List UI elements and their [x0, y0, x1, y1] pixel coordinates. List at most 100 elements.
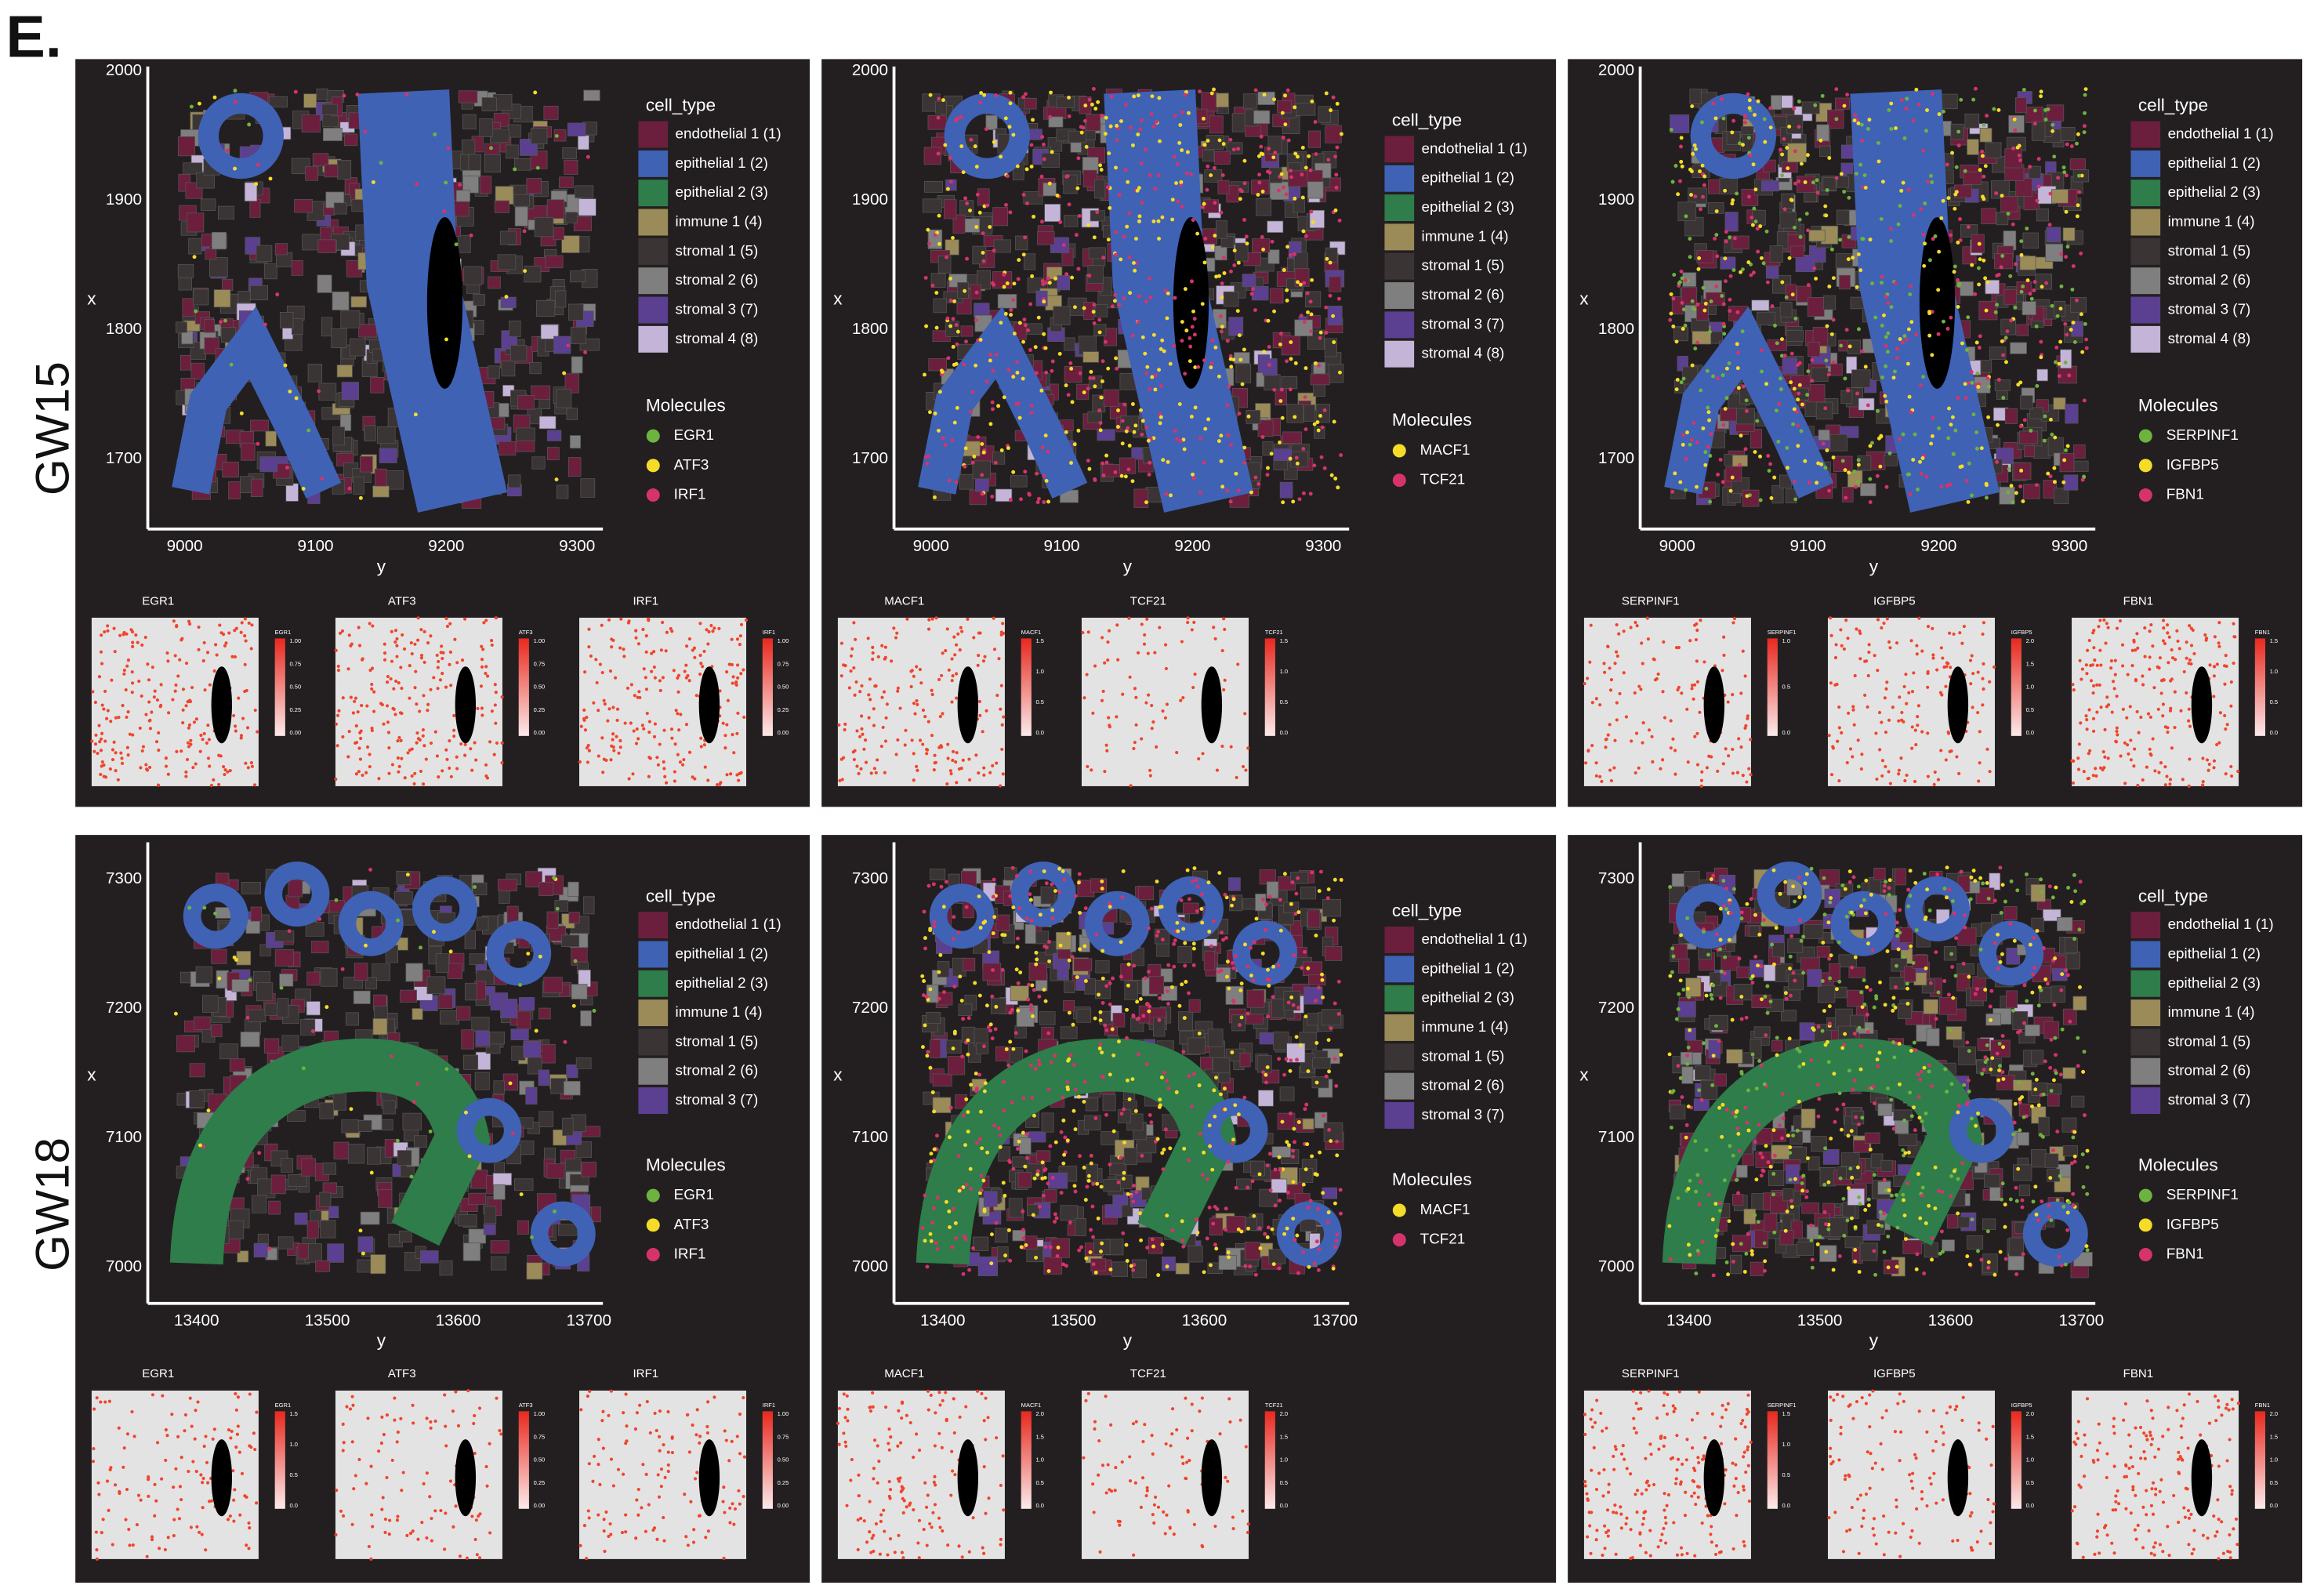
molecule-dot	[1161, 458, 1166, 462]
molecule-dot	[1728, 235, 1732, 240]
molecule-dot	[1681, 376, 1686, 381]
minimap-dot	[2072, 688, 2076, 692]
minimap-dot	[976, 663, 980, 667]
molecule-dot	[1692, 143, 1697, 147]
minimap-tissue	[1583, 618, 1751, 786]
minimap-dot	[966, 617, 970, 622]
minimap-dot	[1981, 632, 1985, 637]
minimap-dot	[1662, 640, 1666, 644]
molecule-dot	[275, 292, 280, 297]
molecule-dot	[1174, 181, 1179, 185]
molecule-dot	[1941, 198, 1945, 203]
minimap-dot	[955, 696, 959, 700]
minimap-dot	[706, 642, 710, 646]
molecule-dot	[1797, 391, 1801, 396]
molecule-dot	[1116, 408, 1120, 412]
molecule-dot	[984, 379, 989, 384]
legend-label: stromal 4 (8)	[676, 330, 759, 346]
molecule-dot	[1895, 346, 1899, 351]
molecule-dot	[1680, 276, 1684, 281]
molecule-dot	[1900, 340, 1905, 345]
minimap-dot	[387, 771, 391, 775]
minimap-dot	[706, 778, 710, 782]
minimap-dot	[357, 770, 361, 774]
minimap-dot	[99, 650, 103, 654]
colorbar	[762, 638, 773, 736]
minimap-dot	[2082, 770, 2086, 774]
molecule-dot	[1313, 120, 1318, 124]
molecule-dot	[940, 369, 945, 374]
minimap-dot	[652, 665, 656, 669]
cell	[575, 185, 594, 198]
minimap-dot	[245, 726, 250, 730]
molecule-dot	[1117, 303, 1122, 307]
molecule-dot	[1187, 111, 1191, 115]
molecule-dot	[1909, 410, 1913, 415]
minimap-dot	[128, 732, 132, 736]
legend-label: endothelial 1 (1)	[1422, 140, 1528, 156]
cell	[176, 321, 187, 333]
minimap-dot	[2188, 624, 2192, 628]
molecule-dot	[1786, 466, 1789, 470]
molecule-dot	[1966, 499, 1971, 504]
minimap-dot	[982, 766, 986, 770]
molecule-dot	[198, 101, 201, 106]
molecule-dot	[2065, 444, 2070, 448]
molecule-dot	[1191, 472, 1195, 477]
molecule-dot	[415, 182, 419, 187]
cell	[1835, 97, 1851, 110]
molecule-dot	[1016, 277, 1021, 281]
molecule-dot	[1151, 332, 1156, 337]
minimap-dot	[399, 738, 403, 742]
molecule-dot	[1880, 323, 1884, 328]
minimap-dot	[890, 659, 894, 663]
molecule-dot	[999, 321, 1003, 325]
minimap-dot	[586, 760, 589, 764]
minimap-dot	[860, 714, 864, 718]
molecule-dot	[1301, 229, 1306, 234]
cell	[508, 474, 521, 488]
molecule-dot	[1289, 340, 1293, 344]
minimap-dot	[981, 730, 984, 734]
molecule-dot	[1870, 441, 1874, 445]
minimap-dot	[372, 690, 376, 694]
molecule-dot	[1183, 92, 1188, 97]
minimap-dot	[857, 771, 861, 775]
cell	[1787, 143, 1807, 163]
molecule-dot	[1852, 470, 1857, 473]
minimap-dot	[1897, 719, 1901, 723]
minimap-dot	[1931, 656, 1935, 660]
molecule-dot	[1825, 187, 1829, 192]
molecule-dot	[1022, 317, 1027, 322]
minimap-dot	[1731, 747, 1735, 752]
cell	[569, 435, 581, 449]
cell	[1269, 288, 1284, 304]
minimap-dot	[930, 688, 934, 692]
molecule-dot	[2061, 165, 2066, 170]
minimap-dot	[241, 716, 245, 720]
cell	[252, 1195, 267, 1213]
minimap-dot	[739, 771, 743, 774]
molecule-dot	[1763, 140, 1768, 144]
minimap-dot	[2204, 638, 2208, 642]
cell	[358, 324, 377, 338]
molecule-dot	[1106, 238, 1111, 242]
cell	[462, 114, 477, 130]
cell	[935, 100, 947, 114]
cell	[1782, 357, 1798, 375]
molecule-dot	[1884, 399, 1889, 404]
minimap-dot	[1981, 703, 1985, 707]
minimap-dot	[232, 713, 236, 717]
minimap-dot	[1127, 616, 1131, 620]
cell	[1779, 302, 1793, 317]
minimap-dot	[1920, 649, 1924, 653]
minimap-dot	[134, 633, 138, 637]
cell	[1242, 274, 1256, 288]
cell	[937, 255, 952, 274]
molecule-dot	[1855, 391, 1859, 396]
molecule-dot	[1996, 378, 2001, 382]
cell	[516, 427, 535, 441]
minimap-dot	[124, 687, 128, 692]
minimap-dot	[155, 698, 160, 702]
